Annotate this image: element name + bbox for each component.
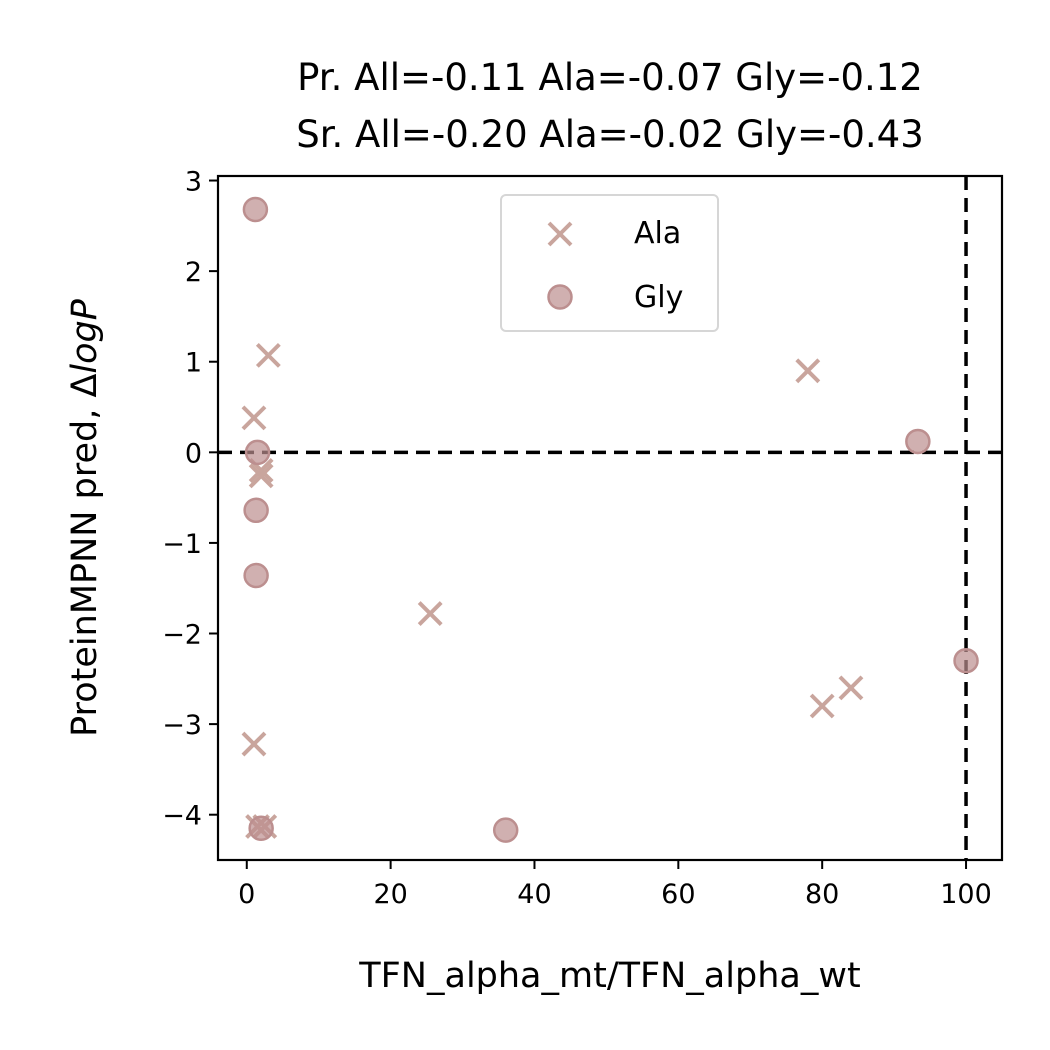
x-axis-label: TFN_alpha_mt/TFN_alpha_wt xyxy=(358,956,860,996)
legend-label-ala: Ala xyxy=(634,216,681,251)
y-tick-label: −1 xyxy=(162,529,202,560)
chart-title-line-2: Sr. All=-0.20 Ala=-0.02 Gly=-0.43 xyxy=(296,113,924,156)
x-tick-label: 40 xyxy=(517,879,551,910)
x-tick-label: 20 xyxy=(373,879,407,910)
y-tick-label: 0 xyxy=(185,438,202,469)
data-point-ala xyxy=(241,731,267,757)
data-point-ala xyxy=(809,693,835,719)
data-points xyxy=(241,196,979,843)
chart-title-line-1: Pr. All=-0.11 Ala=-0.07 Gly=-0.12 xyxy=(297,56,923,99)
data-point-gly xyxy=(905,428,931,455)
y-tick-label: 2 xyxy=(185,257,202,288)
reference-lines xyxy=(218,176,1002,860)
plot-frame xyxy=(216,174,1004,862)
data-point-ala xyxy=(795,358,821,384)
y-axis-label-main: ProteinMPNN pred, xyxy=(65,398,105,737)
data-point-ala xyxy=(417,601,443,626)
data-point-gly xyxy=(953,647,979,674)
data-point-ala xyxy=(241,405,267,431)
y-axis-label-delta: Δ xyxy=(65,374,105,398)
x-tick-label: 0 xyxy=(238,879,255,910)
data-point-gly xyxy=(492,817,519,843)
x-tick-label: 60 xyxy=(661,879,695,910)
data-point-gly xyxy=(248,815,274,842)
legend-label-gly: Gly xyxy=(634,280,683,315)
data-point-gly xyxy=(242,196,269,223)
x-tick-label: 80 xyxy=(805,879,839,910)
legend: Ala Gly xyxy=(500,194,719,332)
y-axis-label: ProteinMPNN pred, ΔlogP xyxy=(65,298,105,737)
legend-marker-gly xyxy=(547,284,573,310)
y-tick-label: −2 xyxy=(162,620,202,651)
legend-marker-icon-gly xyxy=(547,284,573,310)
legend-marker-icon-ala xyxy=(547,221,573,247)
y-axis-label-italic: logP xyxy=(65,298,105,373)
data-point-gly xyxy=(243,497,269,524)
x-tick-label: 100 xyxy=(940,879,992,910)
y-tick-label: 1 xyxy=(185,348,202,379)
data-point-ala xyxy=(838,675,864,701)
y-tick-label: −3 xyxy=(162,710,202,741)
data-point-gly xyxy=(244,439,271,466)
data-point-ala xyxy=(255,342,281,368)
y-tick-label: −4 xyxy=(162,801,202,832)
data-point-ala xyxy=(248,463,274,489)
data-point-gly xyxy=(243,562,269,589)
legend-box xyxy=(500,194,719,332)
y-tick-label: 3 xyxy=(185,167,202,198)
axis-ticks: 0 20 40 60 80 100 3 2 1 0 −1 −2 −3 −4 xyxy=(162,167,992,910)
legend-marker-ala xyxy=(547,221,573,247)
